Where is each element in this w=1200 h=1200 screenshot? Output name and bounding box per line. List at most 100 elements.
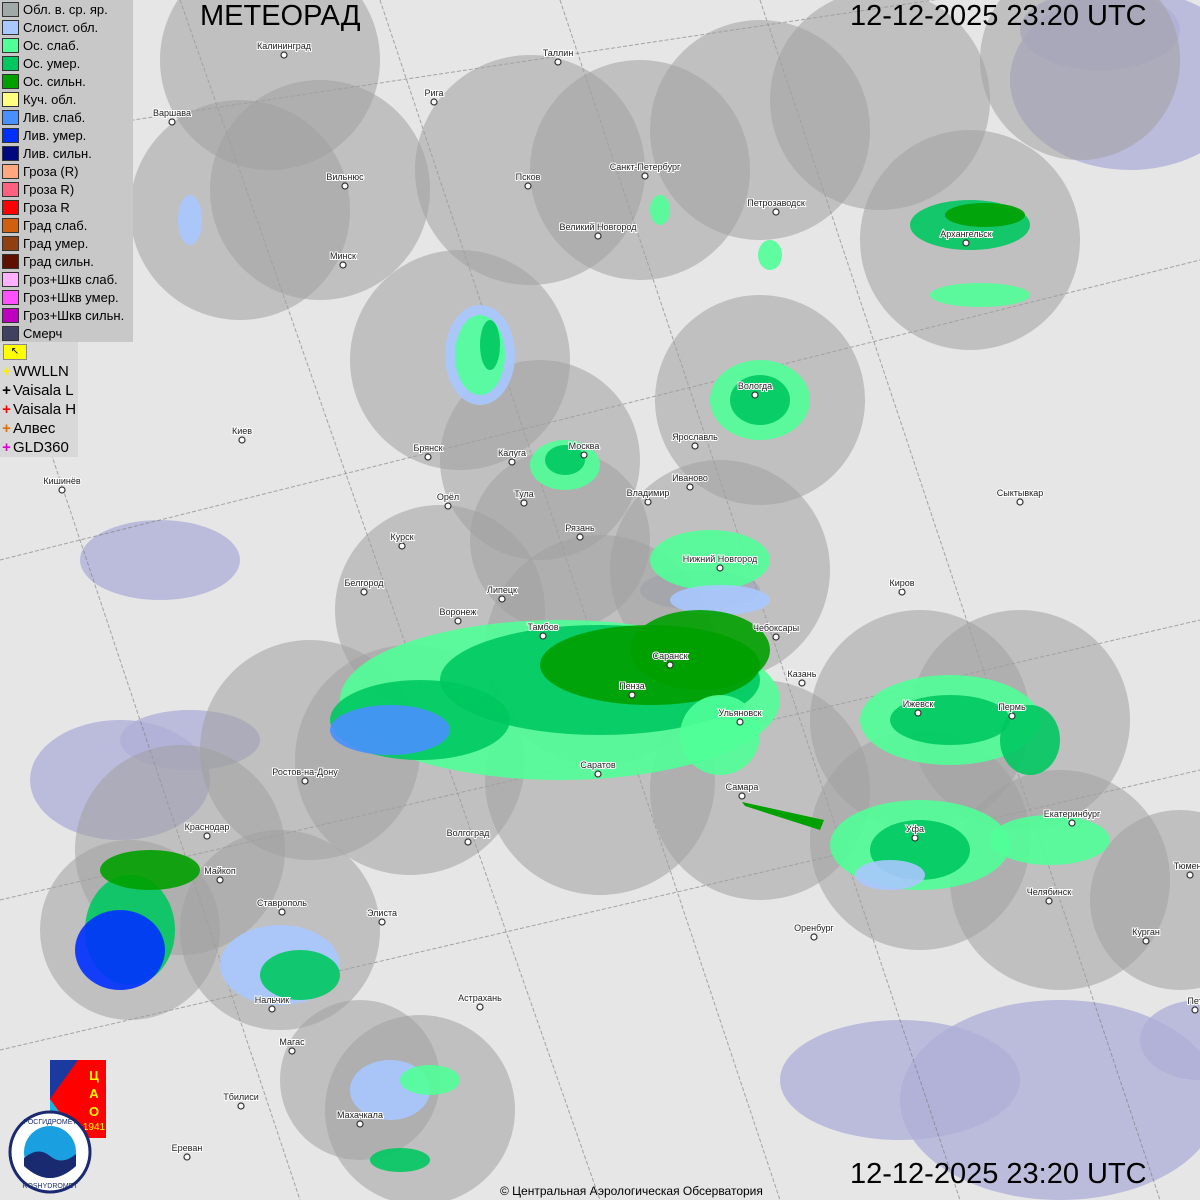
radar-circle [1090,810,1200,990]
city-marker[interactable]: Калининград [256,40,313,59]
city-marker[interactable]: Ульяновск [717,707,763,726]
city-marker[interactable]: Саранск [651,650,689,669]
city-marker[interactable]: Владимир [626,487,670,506]
city-marker[interactable]: Белгород [343,577,385,596]
city-marker[interactable]: Пенза [618,680,646,699]
city-marker[interactable]: Липецк [486,584,518,603]
legend-item: Гроза R) [0,180,133,198]
city-dot-icon [1191,1006,1199,1014]
city-marker[interactable]: Иваново [671,472,709,491]
city-marker[interactable]: Нижний Новгород [682,553,759,572]
city-marker[interactable]: Петрозаводск [746,197,806,216]
legend-label: Обл. в. ср. яр. [23,1,108,17]
city-marker[interactable]: Вологда [737,380,773,399]
city-marker[interactable]: Киев [231,425,253,444]
city-marker[interactable]: Астрахань [457,992,503,1011]
legend-label: Гроза (R) [23,163,79,179]
city-marker[interactable]: Тамбов [526,621,560,640]
city-marker[interactable]: Архангельск [939,228,993,247]
legend-swatch [2,235,19,251]
city-marker[interactable]: Элиста [366,907,398,926]
legend-item: Ос. слаб. [0,36,133,54]
city-marker[interactable]: Нальчик [254,994,290,1013]
city-marker[interactable]: Курск [389,531,415,550]
lightning-legend: ↖ + WWLLN + Vaisala L + Vaisala H + Алвес + GLD36… [0,342,78,457]
city-label: Ростов-на-Дону [272,767,338,777]
city-dot-icon [301,777,309,785]
city-dot-icon [911,834,919,842]
city-marker[interactable]: Варшава [152,107,192,126]
city-dot-icon [1142,937,1150,945]
city-marker[interactable]: Брянск [412,442,444,461]
city-marker[interactable]: Санкт-Петербург [609,161,682,180]
city-dot-icon [454,617,462,625]
city-marker[interactable]: Оренбург [793,922,836,941]
city-label: Ульяновск [718,708,761,718]
lightning-toggle-button[interactable]: ↖ [3,344,27,360]
city-marker[interactable]: Тбилиси [222,1091,260,1110]
city-marker[interactable]: Великий Новгород [559,221,638,240]
city-marker[interactable]: Курган [1131,926,1161,945]
city-dot-icon [644,498,652,506]
legend-label: Гроза R) [23,181,75,197]
legend-label: Лив. сильн. [23,145,92,161]
city-marker[interactable]: Челябинск [1026,886,1072,905]
city-dot-icon [238,436,246,444]
city-marker[interactable]: Ижевск [902,698,934,717]
city-marker[interactable]: Махачкала [336,1109,384,1128]
city-marker[interactable]: Сыктывкар [996,487,1044,506]
echo-cell [1000,705,1060,775]
city-marker[interactable]: Майкоп [203,865,237,884]
city-marker[interactable]: Магас [278,1036,306,1055]
city-marker[interactable]: Самара [725,781,759,800]
city-marker[interactable]: Пермь [997,701,1027,720]
city-marker[interactable]: Саратов [579,759,617,778]
city-marker[interactable]: Кишинёв [42,475,82,494]
city-marker[interactable]: Орёл [436,491,460,510]
city-marker[interactable]: Псков [515,171,542,190]
city-marker[interactable]: Волгоград [446,827,491,846]
city-marker[interactable]: Екатеринбург [1043,808,1102,827]
city-marker[interactable]: Чебоксары [752,622,800,641]
city-marker[interactable]: Ярославль [671,431,719,450]
city-marker[interactable]: Ереван [171,1142,203,1161]
city-marker[interactable]: Ростов-на-Дону [271,766,339,785]
legend-item: Обл. в. ср. яр. [0,0,133,18]
city-label: Волгоград [447,828,490,838]
echo-streak [742,802,824,830]
city-marker[interactable]: Тюмень [1173,860,1200,879]
city-marker[interactable]: Москва [568,440,600,459]
city-marker[interactable]: Калуга [497,447,527,466]
city-label: Москва [569,441,600,451]
legend-swatch [2,217,19,233]
echo-cell [100,850,200,890]
city-label: Кишинёв [43,476,80,486]
city-marker[interactable]: Воронеж [439,606,477,625]
city-marker[interactable]: Казань [787,668,818,687]
legend-label: Слоист. обл. [23,19,99,35]
city-dot-icon [641,172,649,180]
city-label: Чебоксары [753,623,799,633]
city-marker[interactable]: Киров [888,577,916,596]
echo-cell [400,1065,460,1095]
city-dot-icon [898,588,906,596]
lightning-label: WWLLN [13,363,69,380]
legend-label: Ос. слаб. [23,37,80,53]
city-marker[interactable]: Таллин [542,47,574,66]
city-marker[interactable]: Тула [513,488,535,507]
city-marker[interactable]: Минск [329,250,357,269]
city-marker[interactable]: Вильнюс [325,171,365,190]
city-dot-icon [772,633,780,641]
city-label: Казань [788,669,817,679]
city-marker[interactable]: Ставрополь [256,897,308,916]
city-marker[interactable]: Пет [1186,995,1200,1014]
legend-item: Слоист. обл. [0,18,133,36]
legend-swatch [2,181,19,197]
city-marker[interactable]: Рига [423,87,445,106]
legend-swatch [2,271,19,287]
city-marker[interactable]: Рязань [564,522,596,541]
city-dot-icon [339,261,347,269]
city-marker[interactable]: Краснодар [184,821,230,840]
city-marker[interactable]: Уфа [905,823,925,842]
